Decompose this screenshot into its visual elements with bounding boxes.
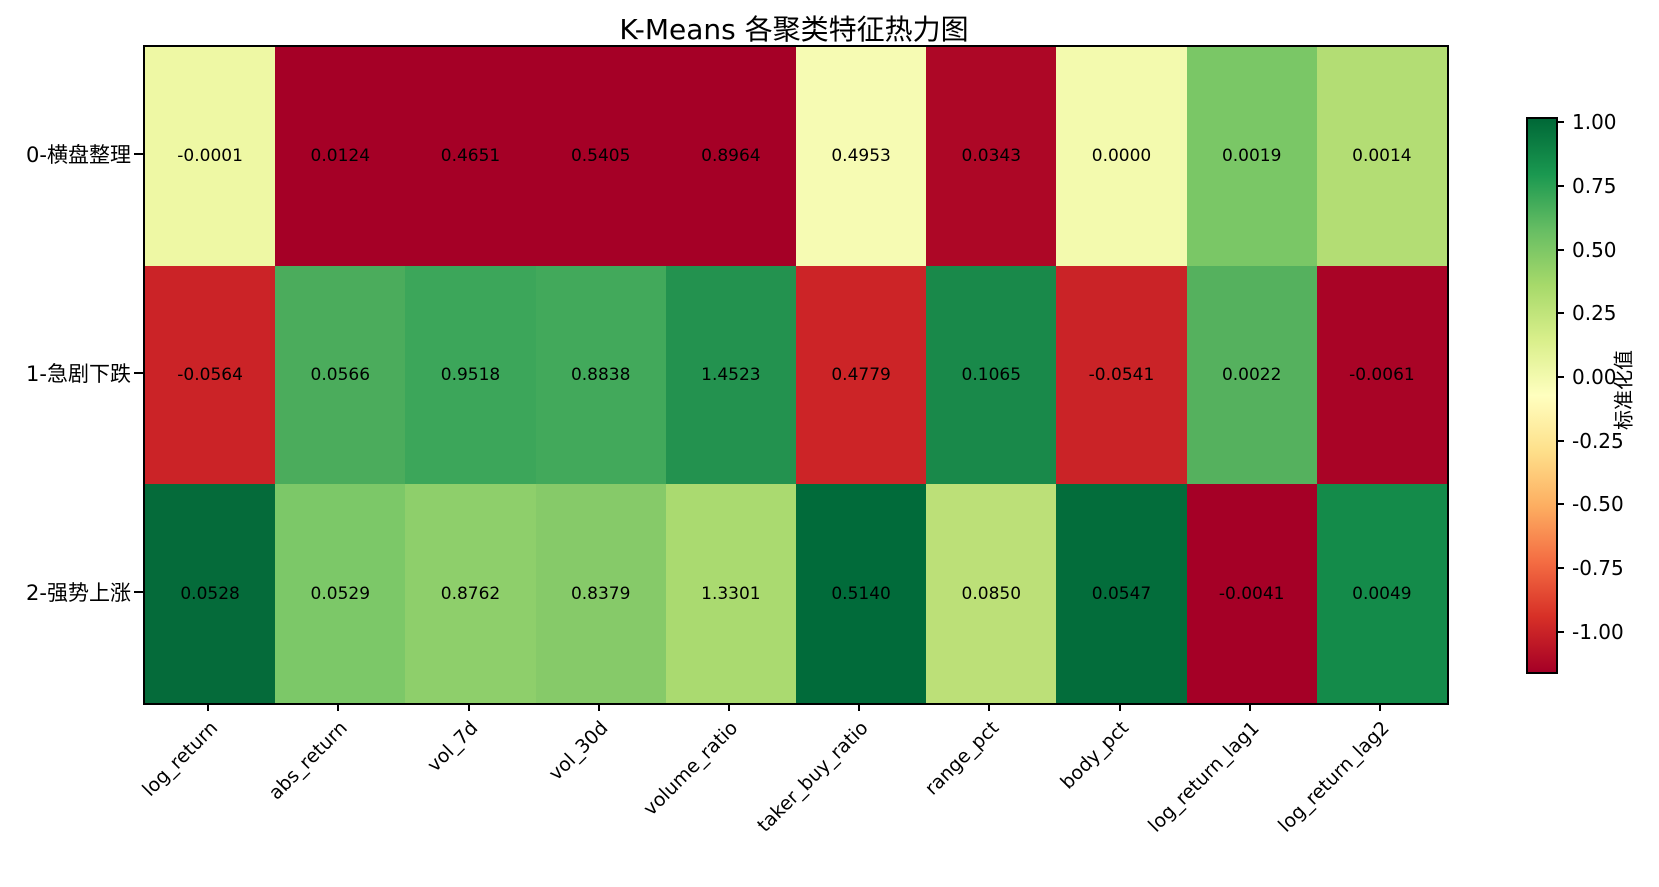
heatmap-cell: -0.0541: [1056, 265, 1187, 485]
heatmap-cell: 0.0000: [1056, 47, 1187, 266]
colorbar-tick-mark: [1556, 630, 1564, 633]
colorbar: [1526, 117, 1558, 674]
x-tick-mark: [337, 703, 340, 711]
heatmap-cell: 0.0528: [145, 484, 276, 703]
heatmap-cell: 0.0124: [275, 47, 406, 266]
x-tick-label: log_return: [137, 717, 222, 801]
heatmap-cell: -0.0564: [145, 265, 276, 485]
heatmap-cell: 0.0547: [1056, 484, 1187, 703]
heatmap-cell: -0.0061: [1316, 265, 1447, 485]
colorbar-tick-mark: [1556, 312, 1564, 315]
heatmap-cell: 0.5405: [535, 47, 666, 266]
heatmap-cell: 0.0014: [1316, 47, 1447, 266]
colorbar-tick-label: -0.50: [1572, 492, 1624, 517]
heatmap-cell: 0.8838: [535, 265, 666, 485]
heatmap-cell: 0.4953: [795, 47, 927, 266]
x-tick-mark: [727, 703, 730, 711]
colorbar-tick-mark: [1556, 439, 1564, 442]
heatmap-cell: 1.3301: [665, 484, 796, 703]
x-tick-label: range_pct: [920, 717, 1003, 800]
x-tick-label: vol_7d: [422, 717, 483, 777]
heatmap-plot: -0.0001 0.0124 0.4651 0.5405 0.8964 0.4953 0.0…: [143, 45, 1449, 705]
colorbar-tick-label: 0.00: [1572, 364, 1617, 389]
x-tick-label: vol_30d: [544, 717, 613, 785]
heatmap-cell: 0.0022: [1186, 265, 1317, 485]
heatmap-cell: 0.0019: [1186, 47, 1317, 266]
heatmap-cell: 0.0850: [926, 484, 1057, 703]
y-tick-mark: [134, 153, 143, 156]
colorbar-tick-label: -1.00: [1572, 619, 1624, 644]
y-tick-label: 2-强势上涨: [26, 580, 131, 605]
x-tick-mark: [597, 703, 600, 711]
heatmap-cell: 0.0343: [926, 47, 1057, 266]
y-tick-mark: [134, 590, 143, 593]
colorbar-axis-label: 标准化值: [1611, 350, 1636, 430]
colorbar-tick-label: -0.25: [1572, 428, 1624, 453]
heatmap-grid: -0.0001 0.0124 0.4651 0.5405 0.8964 0.4953 0.0…: [145, 47, 1447, 703]
chart-title: K-Means 各聚类特征热力图: [619, 13, 969, 46]
heatmap-cell: 0.0049: [1316, 484, 1447, 703]
colorbar-tick-mark: [1556, 184, 1564, 187]
colorbar-tick-label: 1.00: [1572, 110, 1617, 135]
heatmap-cell: 0.4651: [405, 47, 536, 266]
heatmap-cell: 0.1065: [926, 265, 1057, 485]
x-tick-label: abs_return: [264, 717, 352, 805]
heatmap-cell: 0.9518: [405, 265, 536, 485]
x-tick-mark: [1378, 703, 1381, 711]
x-tick-mark: [1248, 703, 1251, 711]
x-tick-label: volume_ratio: [639, 717, 743, 821]
colorbar-tick-label: 0.25: [1572, 301, 1617, 326]
heatmap-cell: 0.8964: [665, 47, 796, 266]
colorbar-tick-mark: [1556, 121, 1564, 124]
heatmap-cell: 0.8379: [535, 484, 666, 703]
x-tick-label: body_pct: [1056, 717, 1134, 794]
heatmap-cell: -0.0001: [145, 47, 276, 266]
heatmap-cell: -0.0041: [1186, 484, 1317, 703]
colorbar-tick-label: -0.75: [1572, 556, 1624, 581]
colorbar-tick-mark: [1556, 567, 1564, 570]
colorbar-tick-mark: [1556, 248, 1564, 251]
colorbar-tick-label: 0.50: [1572, 237, 1617, 262]
y-tick-label: 0-横盘整理: [26, 143, 131, 168]
colorbar-tick-label: 0.75: [1572, 173, 1617, 198]
x-tick-mark: [858, 703, 861, 711]
x-tick-label: log_return_lag1: [1143, 717, 1264, 837]
x-tick-label: log_return_lag2: [1273, 717, 1394, 837]
heatmap-cell: 0.8762: [405, 484, 536, 703]
x-tick-mark: [1118, 703, 1121, 711]
x-tick-mark: [467, 703, 470, 711]
heatmap-cell: 0.5140: [795, 484, 927, 703]
x-tick-label: taker_buy_ratio: [753, 717, 873, 837]
colorbar-tick-mark: [1556, 375, 1564, 378]
heatmap-cell: 0.4779: [795, 265, 927, 485]
colorbar-tick-mark: [1556, 503, 1564, 506]
heatmap-cell: 0.0566: [275, 265, 406, 485]
heatmap-cell: 1.4523: [665, 265, 796, 485]
y-tick-label: 1-急剧下跌: [26, 362, 131, 386]
x-tick-mark: [988, 703, 991, 711]
x-tick-mark: [207, 703, 210, 711]
heatmap-cell: 0.0529: [275, 484, 406, 703]
y-tick-mark: [134, 372, 143, 374]
